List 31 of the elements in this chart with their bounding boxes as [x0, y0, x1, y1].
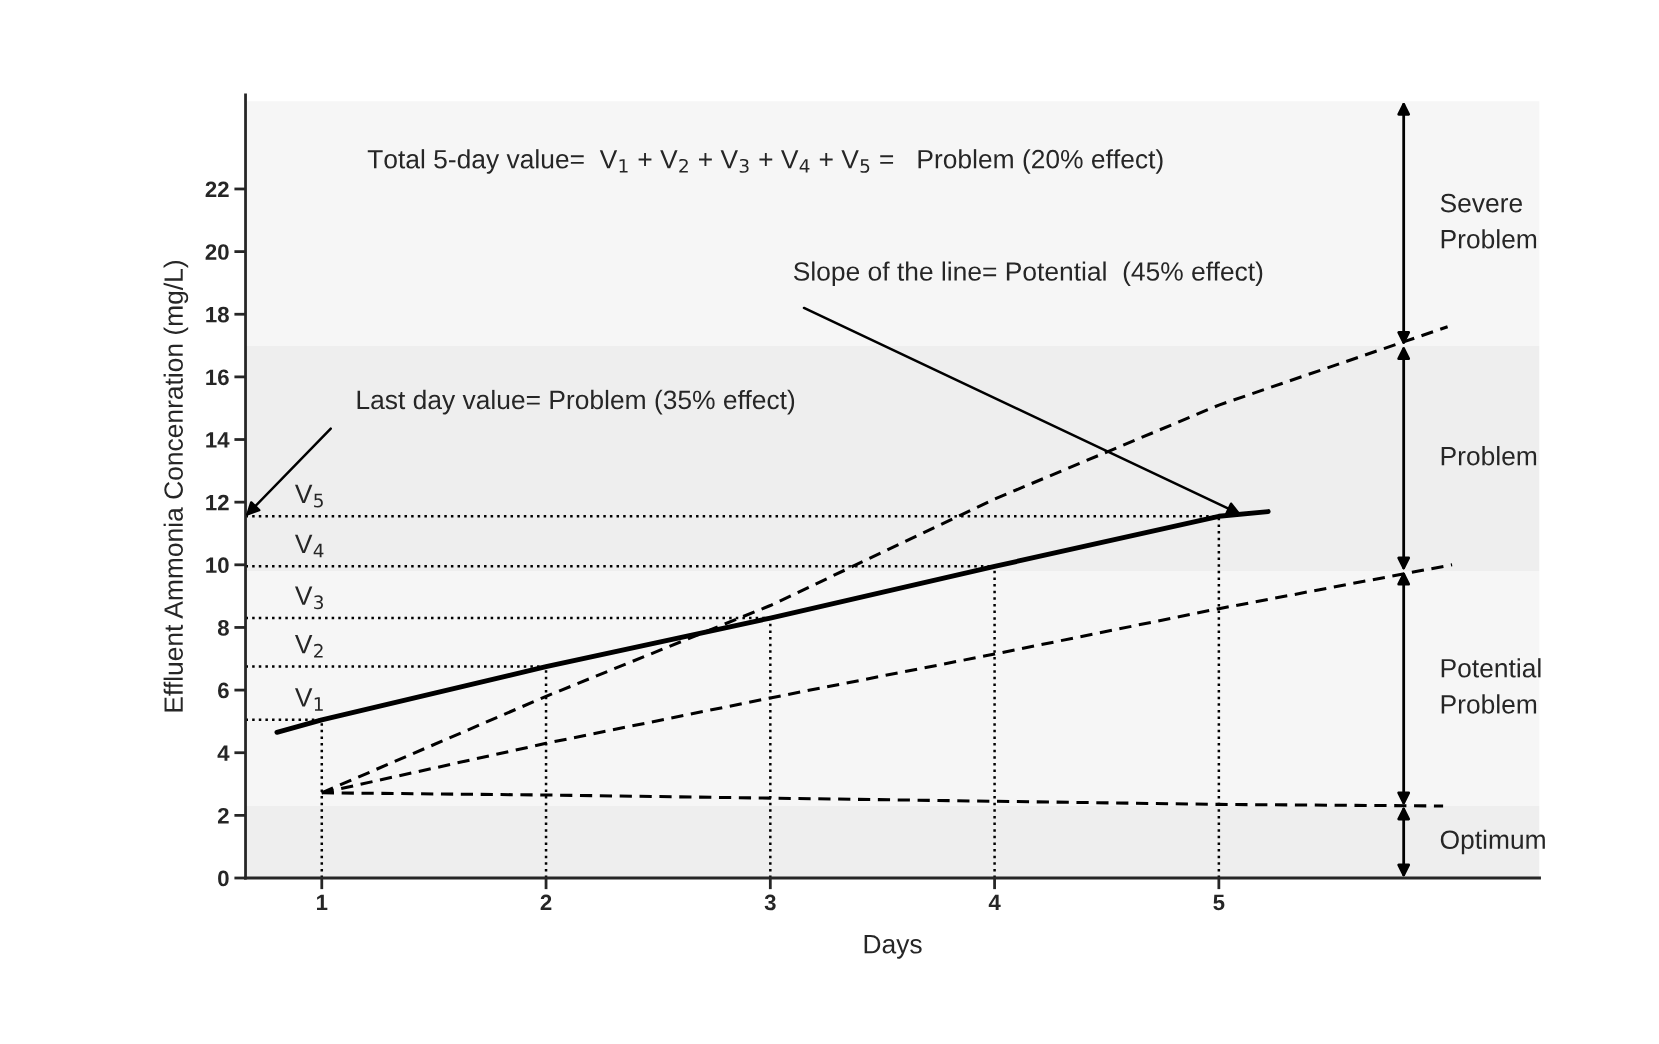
y-tick-label: 16 — [206, 369, 229, 386]
y-tick-label: 18 — [206, 306, 229, 323]
y-tick-label: 20 — [205, 244, 229, 260]
y-tick-label: 0 — [218, 870, 229, 887]
text: Total 5-day value= V$_{1}$ + V$_{2}$ + V$_{3}$ + V$_{4}$ + V$_{5}$ = Problem (20% effect) — [367, 149, 1163, 174]
ref-line-label: V$_{2}$ — [294, 635, 323, 658]
annotation: Last day value= Problem (35% effect) — [357, 389, 795, 415]
band-label: Severe Problem — [1440, 193, 1537, 249]
x-tick-label: 4 — [988, 894, 1001, 911]
ref-line-label: V$_{1}$ — [294, 688, 323, 711]
ref-line-label: V$_{4}$ — [294, 534, 324, 558]
band-label: Optimum — [1440, 829, 1545, 855]
y-tick-label: 12 — [206, 494, 229, 511]
x-tick-label: 5 — [1213, 894, 1225, 911]
y-tick-label: 8 — [217, 619, 229, 636]
x-axis-title: Days — [864, 935, 922, 959]
y-tick-label: 4 — [217, 745, 230, 761]
x-tick-label: 3 — [764, 894, 776, 911]
y-tick-label: 22 — [205, 181, 229, 198]
x-tick-label: 2 — [540, 894, 552, 911]
y-tick-label: 10 — [206, 557, 229, 574]
band-label: Problem — [1441, 446, 1537, 466]
ref-line-label: V$_{5}$ — [294, 484, 323, 508]
annotation: Slope of the line= Potential (45% effect) — [793, 261, 1263, 287]
y-tick-label: 14 — [206, 432, 230, 448]
ref-line-label: V$_{3}$ — [294, 586, 323, 610]
y-tick-label: 6 — [218, 682, 229, 699]
y-axis-title: Effluent Ammonia Concenration (mg/L) — [163, 261, 189, 712]
band-label: Potential Problem — [1441, 658, 1541, 714]
y-tick-label: 2 — [217, 807, 229, 824]
x-tick-label: 1 — [317, 894, 328, 911]
